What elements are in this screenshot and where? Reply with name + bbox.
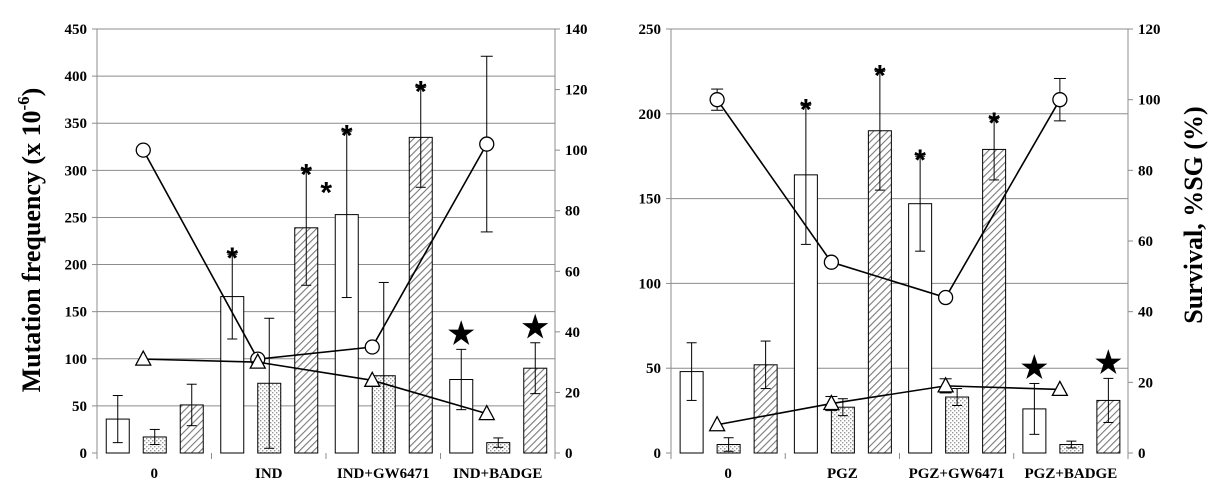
right-triangle-marker <box>937 376 955 393</box>
right-y2-tick-label: 0 <box>1138 446 1146 462</box>
left-category-label: IND+GW6471 <box>337 466 430 482</box>
right-star-annotation: ★ <box>1095 346 1122 379</box>
right-y2-tick-label: 60 <box>1138 234 1153 250</box>
left-category-label: IND <box>255 466 283 482</box>
left-y2-tick-label: 40 <box>565 325 580 341</box>
left-y-tick-label: 400 <box>65 69 88 85</box>
left-y-tick-label: 450 <box>65 22 88 38</box>
left-y-tick-label: 300 <box>65 163 88 179</box>
left-y-tick-label: 0 <box>80 446 88 462</box>
left-line-triangle <box>143 358 487 415</box>
right-y2-tick-label: 100 <box>1138 93 1161 109</box>
right-y-tick-label: 200 <box>639 107 662 123</box>
left-asterisk-annotation: * <box>226 242 238 275</box>
right-triangle-marker <box>822 394 840 411</box>
left-triangle-marker <box>363 370 381 387</box>
left-line-circle <box>142 143 488 360</box>
right-bar-hatch <box>982 148 1007 454</box>
left-chart: 0 50 100 150 200 250 300 350 400 450 0 20 40 60 80 100 1… <box>65 22 588 482</box>
right-category-label: PGZ+GW6471 <box>909 466 1005 482</box>
right-y2-tick-label: 40 <box>1138 305 1153 321</box>
left-star-annotation: ★ <box>522 311 549 344</box>
left-y2-tick-label: 120 <box>565 83 588 99</box>
left-y2-tick-label: 80 <box>565 204 580 220</box>
left-y-tick-label: 100 <box>65 352 88 368</box>
right-circle-marker <box>1052 92 1068 108</box>
left-y-tick-label: 200 <box>65 258 88 274</box>
left-y-tick-label: 150 <box>65 305 88 321</box>
right-y-tick-label: 250 <box>639 22 662 38</box>
right-category-label: 0 <box>724 466 732 482</box>
left-category-label: 0 <box>151 466 159 482</box>
right-chart: 0 50 100 150 200 250 0 20 40 60 80 100 120 0 PGZ PGZ+GW… <box>639 22 1161 482</box>
left-asterisk-annotation: * <box>300 158 312 191</box>
left-y2-tick-label: 140 <box>565 22 588 38</box>
right-circle-marker <box>937 289 954 306</box>
left-y2-tick-label: 60 <box>565 264 580 280</box>
right-category-label: PGZ <box>827 466 858 482</box>
right-asterisk-annotation: * <box>800 93 812 126</box>
left-asterisk-annotation: * <box>341 120 353 153</box>
left-y2-tick-label: 20 <box>565 385 580 401</box>
right-triangle-marker <box>1051 380 1069 397</box>
right-y2-tick-label: 120 <box>1138 22 1161 38</box>
left-asterisk-annotation: * <box>320 176 332 209</box>
left-triangle-marker <box>478 404 496 421</box>
right-y-tick-label: 150 <box>639 192 662 208</box>
right-y2-tick-label: 20 <box>1138 375 1153 391</box>
right-triangle-marker <box>708 415 726 432</box>
left-asterisk-annotation: * <box>415 75 427 108</box>
left-y-axis-title-close: ) <box>17 88 46 97</box>
left-y-axis-title: Mutation frequency (x 10-6) <box>14 88 46 393</box>
left-y-tick-label: 350 <box>65 116 88 132</box>
right-circle-marker <box>823 254 840 270</box>
right-category-label: PGZ+BADGE <box>1025 466 1118 482</box>
left-category-label: IND+BADGE <box>453 466 542 482</box>
right-asterisk-annotation: * <box>988 107 1000 140</box>
left-y-tick-label: 250 <box>65 210 88 226</box>
right-asterisk-annotation: * <box>914 144 926 177</box>
left-triangle-marker <box>249 352 267 369</box>
left-triangle-marker <box>134 349 152 366</box>
right-asterisk-annotation: * <box>874 59 886 92</box>
left-star-annotation: ★ <box>448 317 475 350</box>
right-y-tick-label: 100 <box>639 276 662 292</box>
left-y-tick-label: 50 <box>72 399 87 415</box>
right-circle-marker <box>709 92 725 108</box>
right-y-tick-label: 50 <box>646 361 661 377</box>
left-y2-tick-label: 0 <box>565 446 573 462</box>
right-y2-axis-title: Survival, %SG (%) <box>1179 106 1208 323</box>
right-line-triangle <box>716 385 1060 426</box>
left-circle-marker <box>364 339 380 355</box>
right-line-circle <box>716 99 1061 299</box>
left-circle-marker <box>135 142 151 158</box>
right-star-annotation: ★ <box>1021 351 1048 384</box>
left-y2-tick-label: 100 <box>565 143 588 159</box>
left-circle-marker <box>479 136 495 152</box>
right-y2-tick-label: 80 <box>1138 163 1153 179</box>
left-y-axis-title-exponent: -6 <box>14 96 33 110</box>
right-y-tick-label: 0 <box>654 446 662 462</box>
